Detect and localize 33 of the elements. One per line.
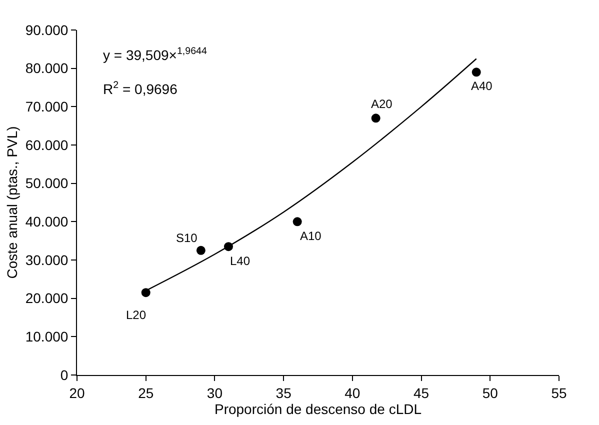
annotation: A20	[371, 97, 393, 111]
x-tick-label: 40	[344, 384, 360, 401]
point	[472, 68, 481, 77]
y-tick-label: 50.000	[25, 175, 68, 192]
y-tick-label: 0	[60, 366, 68, 383]
point	[292, 217, 302, 226]
y-tick-label: 60.000	[25, 136, 68, 153]
y-tick-label: 20.000	[25, 290, 68, 306]
annotation: L20	[126, 308, 146, 322]
y-tick-label: 40.000	[25, 214, 68, 230]
x-tick-label: 30	[206, 384, 223, 401]
x-tick-label: 50	[482, 384, 498, 401]
x-tick-label: 20	[69, 384, 85, 401]
x-tick-label: 55	[551, 384, 567, 401]
y-axis-title: Coste anual (ptas., PVL)	[4, 126, 20, 279]
x-tick-label: 35	[276, 384, 292, 401]
y-tick-label: 80.000	[25, 60, 68, 76]
y-tick-label: 90.000	[25, 22, 68, 38]
annotation: L40	[230, 254, 250, 268]
x-tick-label: 25	[138, 384, 154, 401]
annotation: R$^{2}$ = 0,9696	[103, 80, 178, 97]
y-tick-label: 30.000	[25, 252, 68, 268]
point	[371, 114, 380, 123]
y-tick-label: 70.000	[25, 98, 68, 115]
x-tick-label: 45	[414, 384, 430, 401]
annotation: A40	[471, 79, 493, 93]
point	[196, 246, 206, 255]
annotation: A10	[300, 229, 322, 243]
annotation: y = 39,509×$^{1,9644}$	[103, 46, 208, 63]
annotation: S10	[176, 231, 198, 245]
x-axis-title: Proporción de descenso de cLDL	[214, 400, 422, 417]
y-tick-label: 10.000	[25, 328, 68, 345]
point	[141, 288, 150, 298]
